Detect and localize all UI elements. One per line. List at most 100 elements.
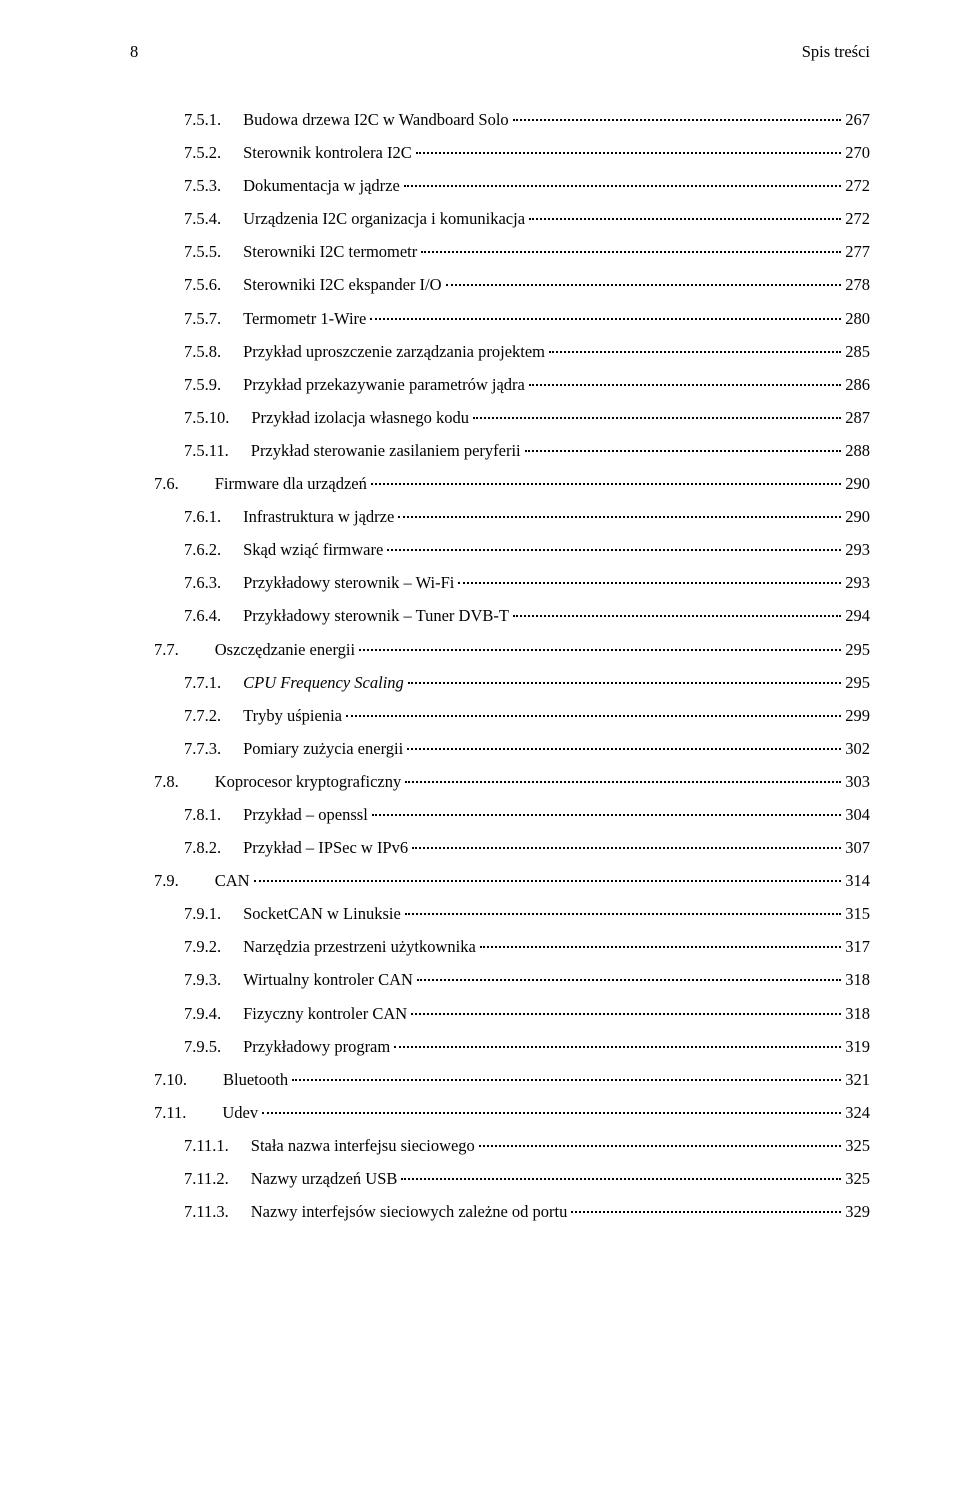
toc-leader-dots xyxy=(387,549,841,551)
toc-entry-number: 7.6.4. xyxy=(184,608,221,625)
toc-leader-dots xyxy=(405,781,841,783)
toc-entry-title: Bluetooth xyxy=(187,1072,288,1089)
toc-entry-number: 7.6. xyxy=(154,476,179,493)
toc-entry-number: 7.5.6. xyxy=(184,277,221,294)
toc-entry: 7.11.3.Nazwy interfejsów sieciowych zale… xyxy=(130,1204,870,1221)
toc-entry-page: 315 xyxy=(845,906,870,923)
toc-entry-number: 7.5.2. xyxy=(184,145,221,162)
toc-entry-title: Udev xyxy=(186,1105,258,1122)
toc-entry-title: Skąd wziąć firmware xyxy=(221,542,383,559)
toc-entry-page: 314 xyxy=(845,873,870,890)
toc-entry: 7.5.4.Urządzenia I2C organizacja i komun… xyxy=(130,211,870,228)
toc-entry-page: 272 xyxy=(845,211,870,228)
toc-entry-title: SocketCAN w Linuksie xyxy=(221,906,401,923)
toc-entry-title: Wirtualny kontroler CAN xyxy=(221,972,413,989)
toc-entry-page: 277 xyxy=(845,244,870,261)
toc-entry-page: 285 xyxy=(845,344,870,361)
toc-leader-dots xyxy=(416,152,841,154)
toc-entry-title: Przykład – openssl xyxy=(221,807,368,824)
toc-entry-title: Fizyczny kontroler CAN xyxy=(221,1006,407,1023)
toc-entry: 7.9.4.Fizyczny kontroler CAN318 xyxy=(130,1006,870,1023)
toc-entry-title: Stała nazwa interfejsu sieciowego xyxy=(229,1138,475,1155)
toc-entry-title: Nazwy interfejsów sieciowych zależne od … xyxy=(229,1204,568,1221)
toc-entry-page: 299 xyxy=(845,708,870,725)
toc-leader-dots xyxy=(412,847,841,849)
toc-entry-title: Urządzenia I2C organizacja i komunikacja xyxy=(221,211,525,228)
toc-entry-title: Sterowniki I2C termometr xyxy=(221,244,417,261)
toc-entry-number: 7.11.3. xyxy=(184,1204,229,1221)
toc-entry-title: Przykładowy sterownik – Tuner DVB-T xyxy=(221,608,509,625)
toc-entry-title: Przykład sterowanie zasilaniem peryferii xyxy=(229,443,521,460)
page-number: 8 xyxy=(130,42,138,62)
toc-entry: 7.5.10.Przykład izolacja własnego kodu28… xyxy=(130,410,870,427)
toc-entry-number: 7.8.2. xyxy=(184,840,221,857)
toc-entry: 7.9.CAN314 xyxy=(130,873,870,890)
toc-entry-title: Przykład – IPSec w IPv6 xyxy=(221,840,408,857)
toc-entry-title: Pomiary zużycia energii xyxy=(221,741,403,758)
toc-entry-number: 7.5.10. xyxy=(184,410,229,427)
toc-leader-dots xyxy=(372,814,841,816)
toc-entry: 7.10.Bluetooth321 xyxy=(130,1072,870,1089)
toc-entry-page: 329 xyxy=(845,1204,870,1221)
toc-leader-dots xyxy=(405,913,841,915)
toc-entry-number: 7.5.7. xyxy=(184,311,221,328)
toc-entry-page: 288 xyxy=(845,443,870,460)
toc-leader-dots xyxy=(370,318,841,320)
toc-entry-title: Przykład uproszczenie zarządzania projek… xyxy=(221,344,545,361)
toc-entry-title: Dokumentacja w jądrze xyxy=(221,178,400,195)
toc-leader-dots xyxy=(513,119,842,121)
toc-entry-page: 317 xyxy=(845,939,870,956)
toc-entry-page: 295 xyxy=(845,642,870,659)
toc-entry-number: 7.5.5. xyxy=(184,244,221,261)
toc-entry: 7.11.2.Nazwy urządzeń USB325 xyxy=(130,1171,870,1188)
toc-entry-title: Przykładowy program xyxy=(221,1039,390,1056)
toc-leader-dots xyxy=(458,582,841,584)
toc-entry-number: 7.9.1. xyxy=(184,906,221,923)
toc-entry: 7.9.1.SocketCAN w Linuksie 315 xyxy=(130,906,870,923)
toc-entry-title: Nazwy urządzeń USB xyxy=(229,1171,398,1188)
toc-entry-page: 303 xyxy=(845,774,870,791)
toc-leader-dots xyxy=(417,979,841,981)
toc-leader-dots xyxy=(394,1046,841,1048)
toc-entry-page: 293 xyxy=(845,542,870,559)
toc-leader-dots xyxy=(411,1013,841,1015)
toc-entry: 7.5.8.Przykład uproszczenie zarządzania … xyxy=(130,344,870,361)
toc-leader-dots xyxy=(473,417,841,419)
toc-entry-page: 318 xyxy=(845,972,870,989)
toc-entry: 7.6.1.Infrastruktura w jądrze290 xyxy=(130,509,870,526)
toc-leader-dots xyxy=(529,384,841,386)
toc-leader-dots xyxy=(480,946,841,948)
toc-leader-dots xyxy=(404,185,841,187)
toc-leader-dots xyxy=(479,1145,841,1147)
toc-entry-page: 272 xyxy=(845,178,870,195)
toc-entry-page: 307 xyxy=(845,840,870,857)
toc-entry-title: Firmware dla urządzeń xyxy=(179,476,367,493)
toc-entry-number: 7.7. xyxy=(154,642,179,659)
toc-leader-dots xyxy=(292,1079,841,1081)
toc-entry: 7.9.2.Narzędzia przestrzeni użytkownika3… xyxy=(130,939,870,956)
toc-entry-title: Termometr 1-Wire xyxy=(221,311,366,328)
toc-entry: 7.7.3.Pomiary zużycia energii302 xyxy=(130,741,870,758)
toc-entry: 7.5.9.Przykład przekazywanie parametrów … xyxy=(130,377,870,394)
toc-entry: 7.7.Oszczędzanie energii 295 xyxy=(130,642,870,659)
toc-entry-title: Oszczędzanie energii xyxy=(179,642,355,659)
toc-entry-title: Koprocesor kryptograficzny xyxy=(179,774,401,791)
toc-leader-dots xyxy=(549,351,841,353)
toc-leader-dots xyxy=(513,615,841,617)
toc-entry-page: 304 xyxy=(845,807,870,824)
toc-entry: 7.8.1.Przykład – openssl304 xyxy=(130,807,870,824)
toc-entry-page: 325 xyxy=(845,1171,870,1188)
toc-entry-page: 280 xyxy=(845,311,870,328)
toc-entry-title: Przykładowy sterownik – Wi-Fi xyxy=(221,575,454,592)
toc-entry-number: 7.5.8. xyxy=(184,344,221,361)
toc-leader-dots xyxy=(529,218,841,220)
toc-entry-page: 295 xyxy=(845,675,870,692)
toc-entry: 7.9.5.Przykładowy program319 xyxy=(130,1039,870,1056)
toc-entry-page: 290 xyxy=(845,476,870,493)
toc-entry-title: Przykład izolacja własnego kodu xyxy=(229,410,469,427)
toc-entry-title: Sterowniki I2C ekspander I/O xyxy=(221,277,441,294)
toc-leader-dots xyxy=(254,880,842,882)
toc-entry-title: Tryby uśpienia xyxy=(221,708,342,725)
toc-leader-dots xyxy=(346,715,841,717)
toc-entry-number: 7.9.2. xyxy=(184,939,221,956)
